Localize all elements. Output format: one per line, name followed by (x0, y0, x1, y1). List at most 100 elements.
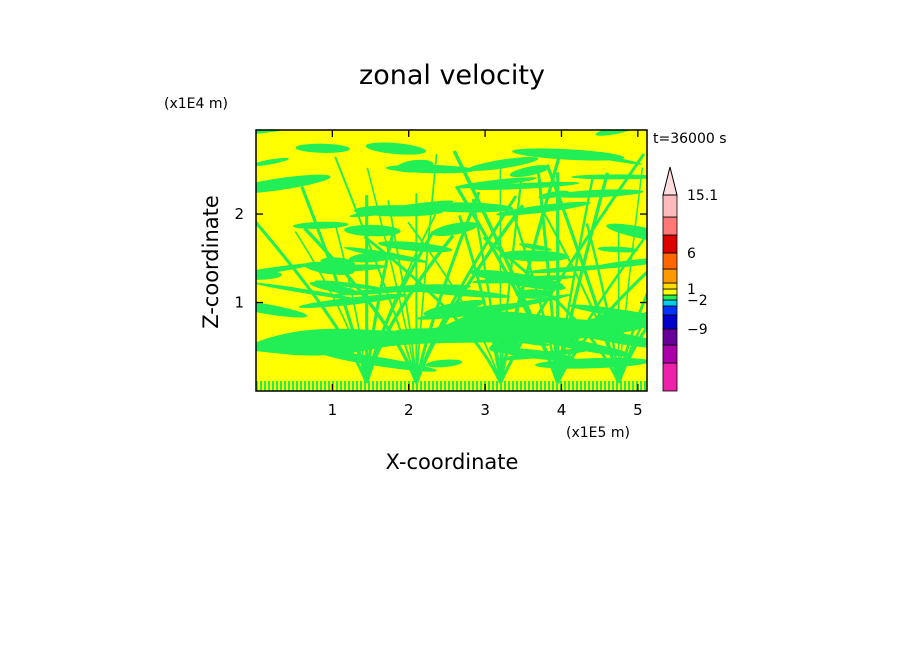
bottom-texture (312, 381, 314, 391)
bottom-texture (304, 381, 306, 391)
plume-strand (303, 227, 419, 384)
bottom-texture (600, 381, 602, 391)
bottom-texture (496, 381, 498, 391)
bottom-texture (272, 381, 274, 391)
bottom-texture (532, 381, 534, 391)
colorbar-label: 1 (687, 282, 696, 298)
bottom-texture (492, 381, 494, 391)
bottom-texture (472, 381, 474, 391)
field-streak (344, 224, 401, 237)
bottom-texture (632, 381, 634, 391)
bottom-texture (536, 381, 538, 391)
plume-strand (407, 221, 502, 384)
bottom-texture (280, 381, 282, 391)
bottom-texture (284, 381, 286, 391)
plume-strand (334, 222, 368, 384)
bottom-texture (460, 381, 462, 391)
plume-strand (414, 191, 481, 384)
plume-strand (499, 181, 523, 384)
bottom-texture (316, 381, 318, 391)
bottom-texture (608, 381, 610, 391)
bottom-texture (644, 381, 646, 391)
x-unit-label: (x1E5 m) (566, 425, 630, 441)
y-axis: 12 (234, 205, 647, 312)
bottom-texture (396, 381, 398, 391)
field-streak (571, 174, 647, 180)
bottom-texture (504, 381, 506, 391)
time-label: t=36000 s (653, 131, 727, 147)
bottom-texture (576, 381, 578, 391)
bottom-texture (400, 381, 402, 391)
field-streak (256, 282, 362, 301)
bottom-texture (360, 381, 362, 391)
bottom-texture (444, 381, 446, 391)
bottom-texture (424, 381, 426, 391)
field-streak (256, 174, 331, 194)
bottom-texture (440, 381, 442, 391)
bottom-texture (548, 381, 550, 391)
colorbar: 15.1 6 1−2 −9 (662, 166, 718, 392)
plume-strand (617, 290, 647, 384)
field-band (256, 311, 647, 356)
colorbar-bin (662, 282, 678, 290)
y-tick-label: 2 (234, 205, 244, 223)
field-streak (354, 205, 444, 217)
colorbar-label: 15.1 (687, 188, 718, 204)
bottom-texture (636, 381, 638, 391)
bottom-texture (388, 381, 390, 391)
bottom-texture (624, 381, 626, 391)
bottom-texture (544, 381, 546, 391)
colorbar-bin (662, 234, 678, 254)
bottom-texture (340, 381, 342, 391)
bottom-texture (352, 381, 354, 391)
bottom-texture (512, 381, 514, 391)
plume-strand (300, 186, 369, 384)
colorbar-extend-arrow (662, 166, 678, 196)
field-streak (606, 223, 647, 243)
colorbar-bin (662, 216, 678, 236)
field-streak (512, 148, 625, 161)
y-unit-label: (x1E4 m) (164, 96, 228, 112)
bottom-texture (620, 381, 622, 391)
bottom-texture (380, 381, 382, 391)
field-streak (256, 157, 289, 166)
plume-strand (366, 167, 418, 384)
bottom-texture (264, 381, 266, 391)
field-streak (365, 142, 427, 155)
plume-strand (556, 172, 610, 384)
bottom-texture (584, 381, 586, 391)
bottom-texture (552, 381, 554, 391)
plume-strand (545, 164, 621, 384)
x-tick-label: 1 (328, 401, 338, 419)
x-axis: 1 2 3 4 5 (328, 130, 643, 419)
bottom-texture (488, 381, 490, 391)
bottom-texture (500, 381, 502, 391)
plume-strand (415, 153, 438, 384)
bottom-texture (436, 381, 438, 391)
bottom-texture (616, 381, 618, 391)
plume-strand (617, 167, 644, 384)
bottom-texture (524, 381, 526, 391)
bottom-texture (480, 381, 482, 391)
bottom-texture (348, 381, 350, 391)
bottom-texture (300, 381, 302, 391)
bottom-texture (412, 381, 414, 391)
colorbar-bin (662, 268, 678, 284)
bottom-texture (464, 381, 466, 391)
x-tick-label: 5 (633, 401, 643, 419)
field-streak (256, 300, 308, 318)
bottom-texture (556, 381, 558, 391)
field-streak (385, 164, 476, 174)
bottom-texture (456, 381, 458, 391)
field-streak (256, 130, 291, 136)
colorbar-bin (662, 305, 678, 316)
colorbar-bin (662, 194, 678, 218)
bottom-texture (296, 381, 298, 391)
bottom-texture (308, 381, 310, 391)
bottom-texture (580, 381, 582, 391)
colorbar-label: −2 (687, 293, 708, 309)
bottom-texture (404, 381, 406, 391)
plume-strand (482, 236, 621, 384)
x-tick-label: 2 (404, 401, 414, 419)
field-streak (318, 351, 437, 372)
